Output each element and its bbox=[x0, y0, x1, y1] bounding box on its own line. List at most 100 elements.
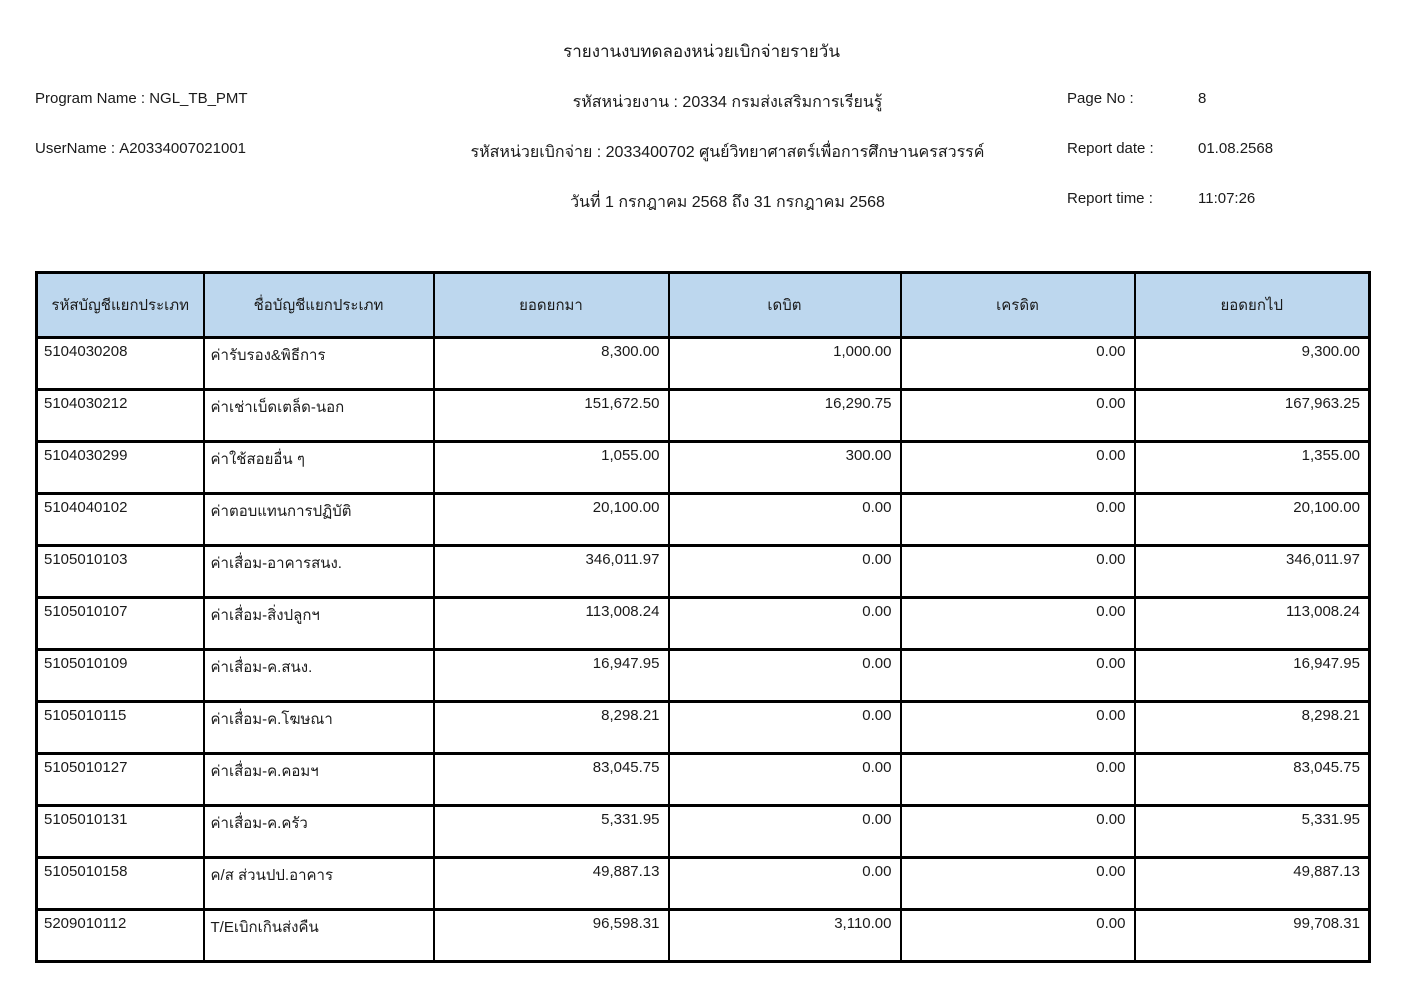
table-row: 5209010112 T/Eเบิกเกินส่งคืน 96,598.31 3,11… bbox=[35, 908, 1371, 963]
cell-brought-forward: 1,055.00 bbox=[432, 440, 670, 495]
cell-debit: 0.00 bbox=[667, 492, 902, 547]
report-time-label: Report time : bbox=[1067, 190, 1153, 207]
cell-account-code: 5104030299 bbox=[35, 440, 205, 495]
cell-credit: 0.00 bbox=[899, 856, 1136, 911]
cell-carried-forward: 49,887.13 bbox=[1133, 856, 1371, 911]
cell-account-code: 5104030208 bbox=[35, 336, 205, 391]
cell-account-name: ค่าเสื่อม-อาคารสนง. bbox=[202, 544, 435, 599]
cell-account-code: 5104040102 bbox=[35, 492, 205, 547]
cell-account-name: ค่าเช่าเบ็ดเตล็ด-นอก bbox=[202, 388, 435, 443]
cell-carried-forward: 20,100.00 bbox=[1133, 492, 1371, 547]
cell-debit: 1,000.00 bbox=[667, 336, 902, 391]
cell-account-name: ค่ารับรอง&พิธีการ bbox=[202, 336, 435, 391]
column-header: รหัสบัญชีแยกประเภท bbox=[35, 271, 205, 339]
cell-brought-forward: 20,100.00 bbox=[432, 492, 670, 547]
cell-debit: 0.00 bbox=[667, 596, 902, 651]
cell-carried-forward: 8,298.21 bbox=[1133, 700, 1371, 755]
cell-account-code: 5105010127 bbox=[35, 752, 205, 807]
header-line-2: UserName : A20334007021001 รหัสหน่วยเบิก… bbox=[0, 140, 1403, 164]
column-header: เครดิต bbox=[899, 271, 1136, 339]
cell-brought-forward: 151,672.50 bbox=[432, 388, 670, 443]
cell-brought-forward: 83,045.75 bbox=[432, 752, 670, 807]
cell-debit: 0.00 bbox=[667, 752, 902, 807]
table-row: 5105010131 ค่าเสื่อม-ค.ครัว 5,331.95 0.00 0.… bbox=[35, 804, 1371, 859]
column-header: ชื่อบัญชีแยกประเภท bbox=[202, 271, 435, 339]
table-row: 5105010115 ค่าเสื่อม-ค.โฆษณา 8,298.21 0.00 0… bbox=[35, 700, 1371, 755]
cell-brought-forward: 16,947.95 bbox=[432, 648, 670, 703]
cell-account-code: 5105010131 bbox=[35, 804, 205, 859]
cell-credit: 0.00 bbox=[899, 596, 1136, 651]
cell-account-name: ค่าเสื่อม-สิ่งปลูกฯ bbox=[202, 596, 435, 651]
table-row: 5105010127 ค่าเสื่อม-ค.คอมฯ 83,045.75 0.00 0… bbox=[35, 752, 1371, 807]
cell-account-name: ค/ส ส่วนปป.อาคาร bbox=[202, 856, 435, 911]
cell-carried-forward: 167,963.25 bbox=[1133, 388, 1371, 443]
page-no-label: Page No : bbox=[1067, 90, 1134, 107]
cell-account-code: 5105010109 bbox=[35, 648, 205, 703]
table-row: 5105010158 ค/ส ส่วนปป.อาคาร 49,887.13 0.00 0… bbox=[35, 856, 1371, 911]
trial-balance-table: รหัสบัญชีแยกประเภท ชื่อบัญชีแยกประเภท ยอดย… bbox=[35, 271, 1371, 963]
cell-brought-forward: 8,300.00 bbox=[432, 336, 670, 391]
cell-carried-forward: 5,331.95 bbox=[1133, 804, 1371, 859]
cell-account-name: ค่าตอบแทนการปฏิบัติ bbox=[202, 492, 435, 547]
cell-carried-forward: 113,008.24 bbox=[1133, 596, 1371, 651]
cell-credit: 0.00 bbox=[899, 544, 1136, 599]
cell-credit: 0.00 bbox=[899, 440, 1136, 495]
date-range-line: วันที่ 1 กรกฎาคม 2568 ถึง 31 กรกฎาคม 256… bbox=[570, 194, 885, 211]
cell-debit: 0.00 bbox=[667, 648, 902, 703]
cell-account-code: 5209010112 bbox=[35, 908, 205, 963]
cell-credit: 0.00 bbox=[899, 700, 1136, 755]
cell-brought-forward: 113,008.24 bbox=[432, 596, 670, 651]
cell-brought-forward: 346,011.97 bbox=[432, 544, 670, 599]
username-label: UserName : bbox=[35, 140, 116, 157]
table-row: 5104030208 ค่ารับรอง&พิธีการ 8,300.00 1,000… bbox=[35, 336, 1371, 391]
cell-carried-forward: 9,300.00 bbox=[1133, 336, 1371, 391]
cell-brought-forward: 49,887.13 bbox=[432, 856, 670, 911]
report-date-label: Report date : bbox=[1067, 140, 1154, 157]
cell-account-name: ค่าเสื่อม-ค.คอมฯ bbox=[202, 752, 435, 807]
cell-credit: 0.00 bbox=[899, 336, 1136, 391]
table-row: 5105010103 ค่าเสื่อม-อาคารสนง. 346,011.97 0… bbox=[35, 544, 1371, 599]
cell-account-name: ค่าใช้สอยอื่น ๆ bbox=[202, 440, 435, 495]
table-body: 5104030208 ค่ารับรอง&พิธีการ 8,300.00 1,000… bbox=[35, 336, 1371, 963]
cell-credit: 0.00 bbox=[899, 804, 1136, 859]
cell-carried-forward: 16,947.95 bbox=[1133, 648, 1371, 703]
program-name-label: Program Name : bbox=[35, 90, 146, 107]
table-row: 5105010109 ค่าเสื่อม-ค.สนง. 16,947.95 0.00 0… bbox=[35, 648, 1371, 703]
cell-account-name: ค่าเสื่อม-ค.ครัว bbox=[202, 804, 435, 859]
cell-debit: 0.00 bbox=[667, 544, 902, 599]
table-row: 5104040102 ค่าตอบแทนการปฏิบัติ 20,100.00 0.… bbox=[35, 492, 1371, 547]
cell-account-code: 5105010103 bbox=[35, 544, 205, 599]
cell-credit: 0.00 bbox=[899, 908, 1136, 963]
cell-carried-forward: 83,045.75 bbox=[1133, 752, 1371, 807]
report-title: รายงานงบทดลองหน่วยเบิกจ่ายรายวัน bbox=[563, 42, 840, 61]
username-value: A20334007021001 bbox=[119, 140, 246, 157]
cell-debit: 300.00 bbox=[667, 440, 902, 495]
cell-account-code: 5104030212 bbox=[35, 388, 205, 443]
cell-debit: 0.00 bbox=[667, 700, 902, 755]
cell-carried-forward: 346,011.97 bbox=[1133, 544, 1371, 599]
table-row: 5104030299 ค่าใช้สอยอื่น ๆ 1,055.00 300.00 0… bbox=[35, 440, 1371, 495]
cell-debit: 0.00 bbox=[667, 804, 902, 859]
trial-balance-table-container: รหัสบัญชีแยกประเภท ชื่อบัญชีแยกประเภท ยอดย… bbox=[35, 271, 1371, 963]
cell-account-code: 5105010115 bbox=[35, 700, 205, 755]
cell-brought-forward: 96,598.31 bbox=[432, 908, 670, 963]
cell-account-name: ค่าเสื่อม-ค.โฆษณา bbox=[202, 700, 435, 755]
report-date-value: 01.08.2568 bbox=[1198, 140, 1274, 157]
column-header: ยอดยกไป bbox=[1133, 271, 1371, 339]
cell-debit: 16,290.75 bbox=[667, 388, 902, 443]
agency-code-line: รหัสหน่วยงาน : 20334 กรมส่งเสริมการเรียน… bbox=[572, 94, 883, 111]
column-header: เดบิต bbox=[667, 271, 902, 339]
cell-brought-forward: 8,298.21 bbox=[432, 700, 670, 755]
username: UserName : A20334007021001 bbox=[35, 140, 246, 157]
program-name: Program Name : NGL_TB_PMT bbox=[35, 90, 248, 107]
cell-credit: 0.00 bbox=[899, 752, 1136, 807]
disbursement-unit-line: รหัสหน่วยเบิกจ่าย : 2033400702 ศูนย์วิทย… bbox=[470, 144, 985, 161]
cell-debit: 0.00 bbox=[667, 856, 902, 911]
program-name-value: NGL_TB_PMT bbox=[149, 90, 248, 107]
cell-account-code: 5105010107 bbox=[35, 596, 205, 651]
cell-credit: 0.00 bbox=[899, 648, 1136, 703]
cell-credit: 0.00 bbox=[899, 388, 1136, 443]
report-time-value: 11:07:26 bbox=[1198, 190, 1256, 207]
table-row: 5104030212 ค่าเช่าเบ็ดเตล็ด-นอก 151,672.50… bbox=[35, 388, 1371, 443]
